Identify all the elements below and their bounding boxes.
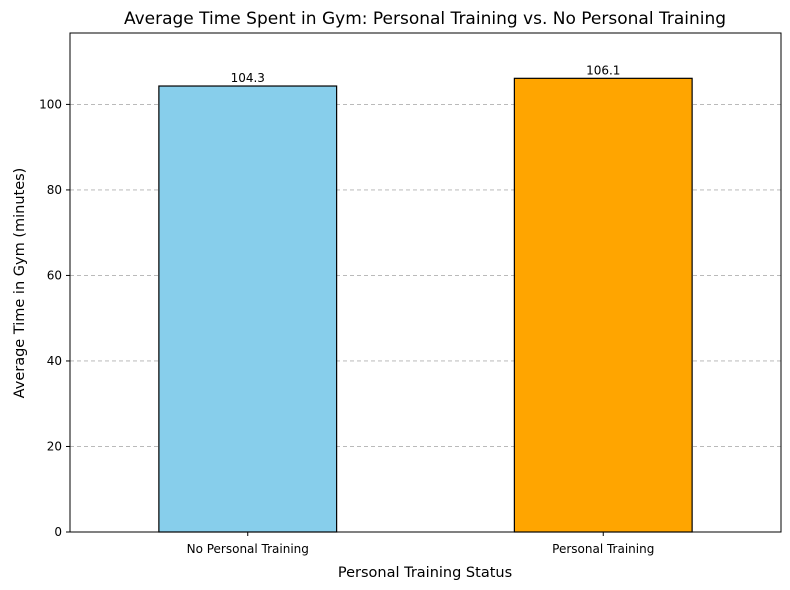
x-axis-ticks: No Personal Training Personal Training <box>187 532 654 556</box>
bar <box>158 85 338 533</box>
bar-value-label: 104.3 <box>231 71 265 85</box>
y-axis-ticks: 0 20 40 60 80 100 <box>39 97 70 539</box>
y-tick-label: 40 <box>47 354 62 368</box>
bar-value-labels: 104.3 106.1 <box>231 63 621 85</box>
y-tick-label: 20 <box>47 439 62 453</box>
y-tick-label: 0 <box>54 525 62 539</box>
bars <box>158 77 693 533</box>
x-tick-label: Personal Training <box>552 542 654 556</box>
y-axis-label: Average Time in Gym (minutes) <box>12 168 28 399</box>
chart-title: Average Time Spent in Gym: Personal Trai… <box>124 9 726 29</box>
y-tick-label: 100 <box>39 97 62 111</box>
bar <box>513 77 693 533</box>
y-tick-label: 60 <box>47 268 62 282</box>
y-tick-label: 80 <box>47 183 62 197</box>
x-tick-label: No Personal Training <box>187 542 309 556</box>
plot-frame <box>69 32 782 533</box>
bar-value-label: 106.1 <box>586 63 620 77</box>
x-axis-label: Personal Training Status <box>338 565 512 581</box>
